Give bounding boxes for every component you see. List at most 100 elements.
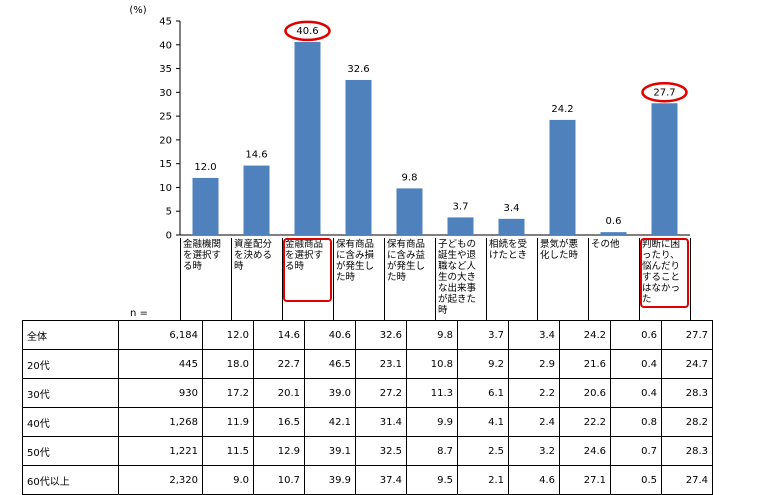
y-tick-label: 45 [159, 17, 172, 28]
table-cell: 9.2 [457, 349, 509, 379]
header-right-border [690, 238, 691, 320]
highlight-box [640, 238, 689, 308]
row-label: 50代 [22, 436, 119, 466]
table-cell: 2.1 [457, 465, 509, 495]
table-cell: 24.2 [559, 320, 611, 350]
table-cell: 32.5 [355, 436, 407, 466]
table-cell: 11.9 [202, 407, 254, 437]
table-cell: 0.7 [610, 436, 662, 466]
table-cell: 9.9 [406, 407, 458, 437]
y-tick-label: 0 [166, 231, 172, 242]
y-tick-label: 20 [159, 135, 172, 146]
table-cell: 20.6 [559, 378, 611, 408]
table-cell: 2.9 [508, 349, 560, 379]
bar [243, 165, 270, 235]
table-cell: 37.4 [355, 465, 407, 495]
table-cell: 2.2 [508, 378, 560, 408]
table-cell: 0.8 [610, 407, 662, 437]
table-row: 50代 1,221 11.5 12.9 39.1 32.5 8.7 2.5 3.2 24.6 0.7… [22, 436, 713, 466]
bar-value-label: 27.7 [653, 87, 675, 98]
category-header: 子どもの誕生や退職など人生の大きな出来事が起きた時 [435, 238, 486, 320]
row-label: 全体 [22, 320, 119, 350]
bar [345, 79, 372, 235]
category-header: 資産配分を決める時 [231, 238, 282, 320]
bar [498, 218, 525, 235]
table-row: 40代 1,268 11.9 16.5 42.1 31.4 9.9 4.1 2.4 22.2 0.8… [22, 407, 713, 437]
n-label: n = [130, 308, 148, 319]
bar [396, 188, 423, 235]
table-cell: 20.1 [253, 378, 305, 408]
table-cell: 0.5 [610, 465, 662, 495]
row-label: 60代以上 [22, 465, 119, 495]
table-row: 30代 930 17.2 20.1 39.0 27.2 11.3 6.1 2.2 20.6 0.4 2… [22, 378, 713, 408]
table-cell: 28.3 [661, 378, 713, 408]
table-cell: 0.4 [610, 378, 662, 408]
table-cell: 16.5 [253, 407, 305, 437]
bar-value-label: 3.4 [504, 203, 520, 214]
table-cell: 14.6 [253, 320, 305, 350]
row-n: 2,320 [118, 465, 203, 495]
table-cell: 32.6 [355, 320, 407, 350]
table-row: 60代以上 2,320 9.0 10.7 39.9 37.4 9.5 2.1 4.6 27.1 0.… [22, 465, 713, 495]
bar [651, 103, 678, 235]
bar-value-label: 14.6 [245, 150, 267, 161]
row-n: 1,221 [118, 436, 203, 466]
table-cell: 17.2 [202, 378, 254, 408]
y-tick-label: 15 [159, 159, 172, 170]
row-n: 6,184 [118, 320, 203, 350]
data-table: 全体 6,184 12.0 14.6 40.6 32.6 9.8 3.7 3.4 24.2 0.6 2… [22, 320, 713, 495]
y-tick-label: 35 [159, 64, 172, 75]
table-cell: 42.1 [304, 407, 356, 437]
table-cell: 28.3 [661, 436, 713, 466]
bar [549, 119, 576, 235]
bars [192, 41, 678, 236]
row-label: 40代 [22, 407, 119, 437]
table-cell: 22.7 [253, 349, 305, 379]
row-label: 20代 [22, 349, 119, 379]
table-cell: 39.1 [304, 436, 356, 466]
table-cell: 12.0 [202, 320, 254, 350]
table-cell: 12.9 [253, 436, 305, 466]
highlight-ellipse [641, 82, 688, 103]
table-row: 全体 6,184 12.0 14.6 40.6 32.6 9.8 3.7 3.4 24.2 0.6 2… [22, 320, 713, 350]
category-header: 金融商品を選択する時 [282, 238, 333, 320]
table-cell: 0.6 [610, 320, 662, 350]
table-cell: 9.8 [406, 320, 458, 350]
highlight-box [283, 238, 332, 302]
table-cell: 39.9 [304, 465, 356, 495]
table-cell: 27.1 [559, 465, 611, 495]
y-tick-label: 5 [166, 207, 172, 218]
table-cell: 27.4 [661, 465, 713, 495]
y-tick-label: 25 [159, 112, 172, 123]
highlight-marks [284, 20, 688, 103]
category-header: 判断に困ったり、悩んだりすることはなかった [639, 238, 690, 320]
table-cell: 27.2 [355, 378, 407, 408]
bar-value-label: 0.6 [606, 216, 622, 227]
y-tick-label: 40 [159, 40, 172, 51]
category-header: 金融機関を選択する時 [180, 238, 231, 320]
bar-value-label: 24.2 [551, 104, 573, 115]
row-label: 30代 [22, 378, 119, 408]
table-cell: 11.3 [406, 378, 458, 408]
bar-value-labels: 12.0 14.6 40.6 32.6 9.8 3.7 3.4 24.2 0.6 27.7 [194, 26, 675, 227]
category-header: 保有商品に含み益が発生した時 [384, 238, 435, 320]
bar-value-label: 9.8 [402, 172, 418, 183]
y-tick-label: 30 [159, 88, 172, 99]
table-cell: 3.7 [457, 320, 509, 350]
category-header: 相続を受けたとき [486, 238, 537, 320]
y-tick-label: 10 [159, 183, 172, 194]
y-axis-unit: (%) [129, 5, 146, 16]
bar-value-label: 32.6 [347, 64, 369, 75]
bar-chart: (%) 0 5 10 15 20 25 30 35 40 45 12.0 14.6 40.6 32.6 9… [129, 5, 690, 242]
table-cell: 10.7 [253, 465, 305, 495]
highlight-ellipse [284, 20, 331, 42]
table-cell: 28.2 [661, 407, 713, 437]
table-cell: 4.1 [457, 407, 509, 437]
table-cell: 2.4 [508, 407, 560, 437]
table-cell: 22.2 [559, 407, 611, 437]
table-cell: 10.8 [406, 349, 458, 379]
table-cell: 40.6 [304, 320, 356, 350]
table-cell: 6.1 [457, 378, 509, 408]
table-cell: 9.0 [202, 465, 254, 495]
bar-value-label: 3.7 [453, 201, 469, 212]
